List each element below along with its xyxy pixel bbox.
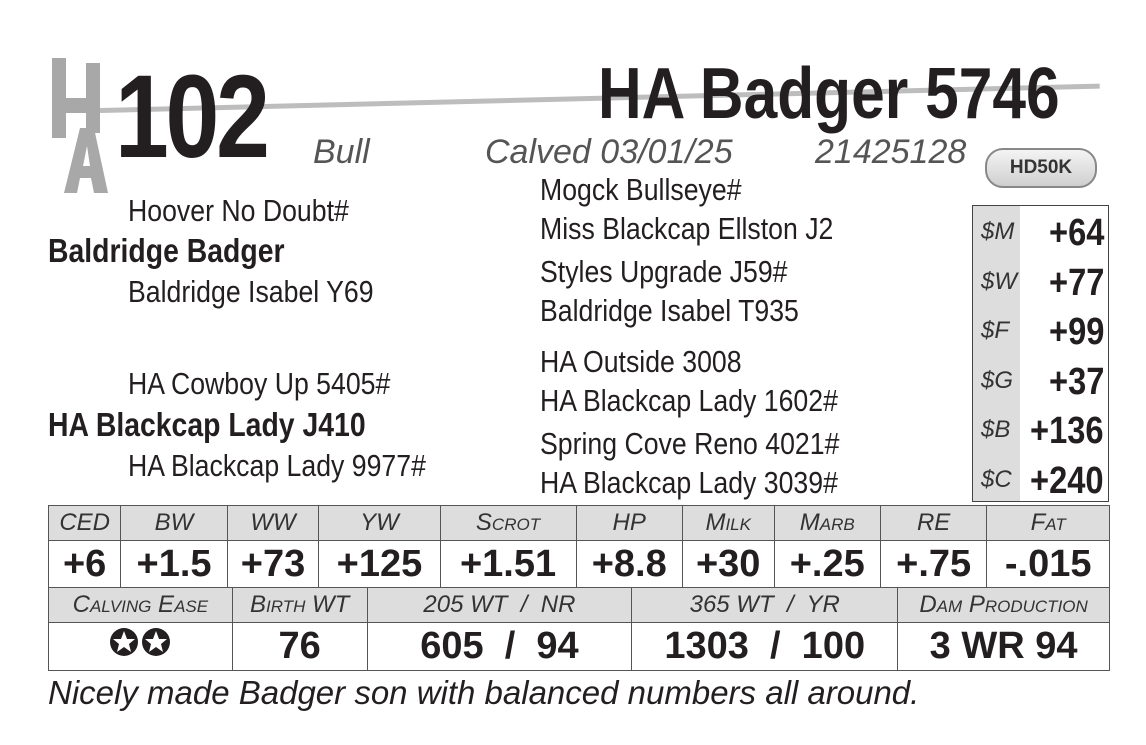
epd-header: BW xyxy=(120,505,228,541)
perf-header: Calving Ease xyxy=(48,587,233,623)
registration-number: 21425128 xyxy=(815,133,967,171)
epd-header: Fat xyxy=(986,505,1110,541)
epd-value: +1.5 xyxy=(120,540,228,589)
third-gen-6: HA Blackcap Lady 1602# xyxy=(540,383,838,418)
dam-dam: HA Blackcap Lady 9977# xyxy=(128,448,426,483)
epd-value: +8.8 xyxy=(575,540,683,589)
dam-sire: HA Cowboy Up 5405# xyxy=(128,366,391,401)
hd50k-badge: HD50K xyxy=(985,148,1097,188)
epd-value: +.25 xyxy=(773,540,881,589)
index-row: $C +240 xyxy=(981,459,1104,502)
dam: HA Blackcap Lady J410 xyxy=(48,406,366,443)
epd-value: +1.51 xyxy=(439,540,577,589)
epd-header: YW xyxy=(318,505,441,541)
epd-header: RE xyxy=(879,505,988,541)
third-gen-8: HA Blackcap Lady 3039# xyxy=(540,465,838,500)
epd-table: CED BW WW YW Scrot HP Milk Marb RE Fat +6 +1.5 +73 +… xyxy=(47,505,1110,589)
index-row: $G +37 xyxy=(981,360,1104,403)
third-gen-1: Mogck Bullseye# xyxy=(540,172,742,207)
third-gen-2: Miss Blackcap Ellston J2 xyxy=(540,211,834,246)
star-icon xyxy=(110,628,171,656)
birth-weight: 76 xyxy=(231,622,368,671)
epd-value-row: +6 +1.5 +73 +125 +1.51 +8.8 +30 +.25 +.75 -.015 xyxy=(47,540,1110,589)
epd-value: +125 xyxy=(318,540,441,589)
dollar-index-box: $M +64 $W +77 $F +99 $G +37 $B +136 $C +240 xyxy=(972,205,1109,502)
epd-header: HP xyxy=(575,505,683,541)
third-gen-7: Spring Cove Reno 4021# xyxy=(540,426,840,461)
epd-header: Scrot xyxy=(439,505,577,541)
epd-header-row: CED BW WW YW Scrot HP Milk Marb RE Fat xyxy=(47,505,1110,541)
index-row: $B +136 xyxy=(981,410,1104,452)
index-row: $W +77 xyxy=(981,261,1104,304)
third-gen-3: Styles Upgrade J59# xyxy=(540,254,788,289)
sire: Baldridge Badger xyxy=(48,232,285,269)
performance-header-row: Calving Ease Birth WT 205 WT / NR 365 WT / … xyxy=(48,587,1110,623)
epd-value: +30 xyxy=(681,540,775,589)
perf-header: Dam Production xyxy=(897,587,1110,623)
index-row: $F +99 xyxy=(981,311,1104,353)
lot-number: 102 xyxy=(115,51,270,183)
epd-value: +6 xyxy=(47,540,122,589)
epd-header: CED xyxy=(47,505,122,541)
calved-date: Calved 03/01/25 xyxy=(485,133,733,171)
sire-dam: Baldridge Isabel Y69 xyxy=(128,274,374,309)
performance-value-row: 76 605 / 94 1303 / 100 3 WR 94 xyxy=(48,622,1110,671)
index-row: $M +64 xyxy=(981,212,1104,254)
perf-header: Birth WT xyxy=(231,587,368,623)
dam-production: 3 WR 94 xyxy=(897,622,1110,671)
epd-value: +73 xyxy=(226,540,320,589)
perf-header: 205 WT / NR xyxy=(366,587,633,623)
yearling-weight-ratio: 1303 / 100 xyxy=(631,622,899,671)
epd-header: Milk xyxy=(681,505,775,541)
animal-name: HA Badger 5746 xyxy=(598,54,1060,134)
sire-sire: Hoover No Doubt# xyxy=(128,193,349,228)
sex: Bull xyxy=(313,133,370,171)
epd-value: -.015 xyxy=(986,540,1110,589)
third-gen-5: HA Outside 3008 xyxy=(540,344,742,379)
perf-header: 365 WT / YR xyxy=(631,587,899,623)
lot-comment: Nicely made Badger son with balanced num… xyxy=(48,674,920,711)
performance-table: Calving Ease Birth WT 205 WT / NR 365 WT / … xyxy=(48,587,1110,671)
epd-header: WW xyxy=(226,505,320,541)
calving-ease-stars xyxy=(48,622,233,671)
ha-logo xyxy=(52,58,108,193)
third-gen-4: Baldridge Isabel T935 xyxy=(540,293,799,328)
weaning-weight-ratio: 605 / 94 xyxy=(366,622,633,671)
epd-value: +.75 xyxy=(879,540,988,589)
epd-header: Marb xyxy=(773,505,881,541)
